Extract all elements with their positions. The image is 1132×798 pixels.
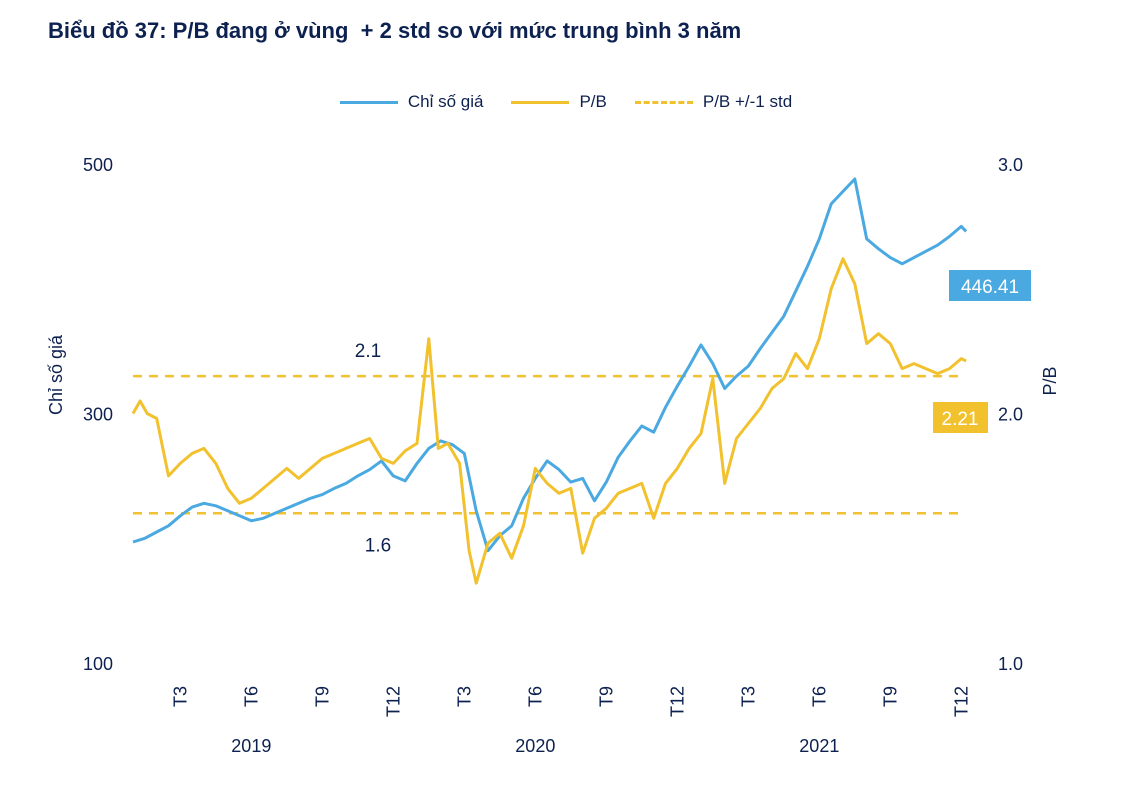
chart-legend: Chỉ số giá P/B P/B +/-1 std <box>0 92 1132 112</box>
x-year-label: 2020 <box>515 736 555 756</box>
legend-swatch-index <box>339 100 398 104</box>
x-tick-label: T3 <box>454 686 474 707</box>
y-right-tick-label: 3.0 <box>998 155 1023 175</box>
series-line-index <box>132 177 968 553</box>
legend-item-pb: P/B <box>511 92 607 112</box>
last-value-label-index: 446.41 <box>961 277 1019 298</box>
x-tick-label: T6 <box>241 686 261 707</box>
std-upper-label: 2.1 <box>355 341 381 362</box>
y-right-tick-label: 1.0 <box>998 654 1023 674</box>
last-value-box-pb <box>933 402 988 433</box>
y-left-tick-label: 500 <box>83 155 113 175</box>
legend-item-index: Chỉ số giá <box>339 92 484 112</box>
x-tick-label: T12 <box>951 686 971 717</box>
x-tick-label: T12 <box>383 686 403 717</box>
y-left-tick-label: 100 <box>83 654 113 674</box>
legend-label-pb: P/B <box>579 92 607 111</box>
y-right-axis-title: P/B <box>1040 366 1060 395</box>
y-left-axis-title: Chỉ số giá <box>46 334 66 415</box>
legend-label-band: P/B +/-1 std <box>702 92 793 111</box>
std-lower-label: 1.6 <box>365 535 391 556</box>
last-value-box-index <box>949 270 1031 301</box>
x-tick-label: T3 <box>738 686 758 707</box>
last-value-label-pb: 2.21 <box>942 409 979 430</box>
series-line-pb <box>131 257 967 585</box>
x-year-label: 2019 <box>231 736 271 756</box>
x-tick-label: T9 <box>312 686 332 707</box>
legend-item-band: P/B +/-1 std <box>634 92 793 112</box>
x-tick-label: T12 <box>667 686 687 717</box>
legend-label-index: Chỉ số giá <box>407 92 484 111</box>
y-left-tick-label: 300 <box>83 405 113 425</box>
y-right-tick-label: 2.0 <box>998 405 1023 425</box>
x-tick-label: T3 <box>170 686 190 707</box>
x-tick-label: T9 <box>596 686 616 707</box>
chart-title: Biểu đồ 37: P/B đang ở vùng + 2 std so v… <box>48 18 742 43</box>
legend-swatch-band <box>634 100 693 104</box>
x-tick-label: T9 <box>880 686 900 707</box>
legend-swatch-pb <box>511 100 570 104</box>
x-tick-label: T6 <box>809 686 829 707</box>
x-year-label: 2021 <box>799 736 839 756</box>
x-tick-label: T6 <box>525 686 545 707</box>
